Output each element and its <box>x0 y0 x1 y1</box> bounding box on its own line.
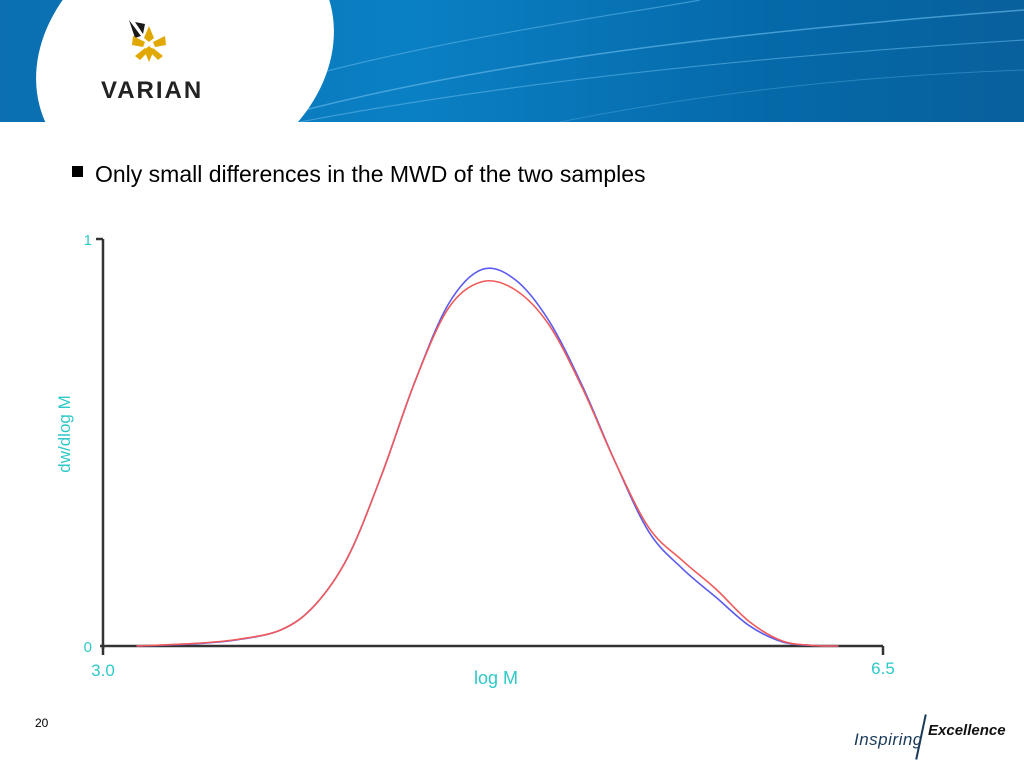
varian-logo-icon <box>129 20 166 62</box>
chart-labels: 1 0 3.0 6.5 log M dw/dlog M <box>55 232 895 688</box>
page-number: 20 <box>35 716 49 730</box>
chart-axes <box>96 237 885 655</box>
footer-brand: Inspiring Excellence <box>850 712 1020 762</box>
header-banner: VARIAN <box>0 0 1024 122</box>
x-axis-label: log M <box>474 668 518 688</box>
bullet-marker <box>72 166 83 177</box>
bullet-text: Only small differences in the MWD of the… <box>95 161 646 187</box>
x-tick-label-max: 6.5 <box>871 659 895 678</box>
x-tick-label-min: 3.0 <box>91 661 115 680</box>
footer-excellence-text: Excellence <box>928 722 1006 739</box>
y-tick-label-min: 0 <box>84 639 92 656</box>
y-axis-label: dw/dlog M <box>55 395 74 472</box>
series-line-2 <box>136 279 839 647</box>
series-line-1 <box>136 267 839 647</box>
chart-series <box>136 267 839 647</box>
footer-inspiring-text: Inspiring <box>854 730 923 749</box>
varian-logo-text: VARIAN <box>101 77 204 104</box>
y-tick-label-max: 1 <box>84 232 92 249</box>
